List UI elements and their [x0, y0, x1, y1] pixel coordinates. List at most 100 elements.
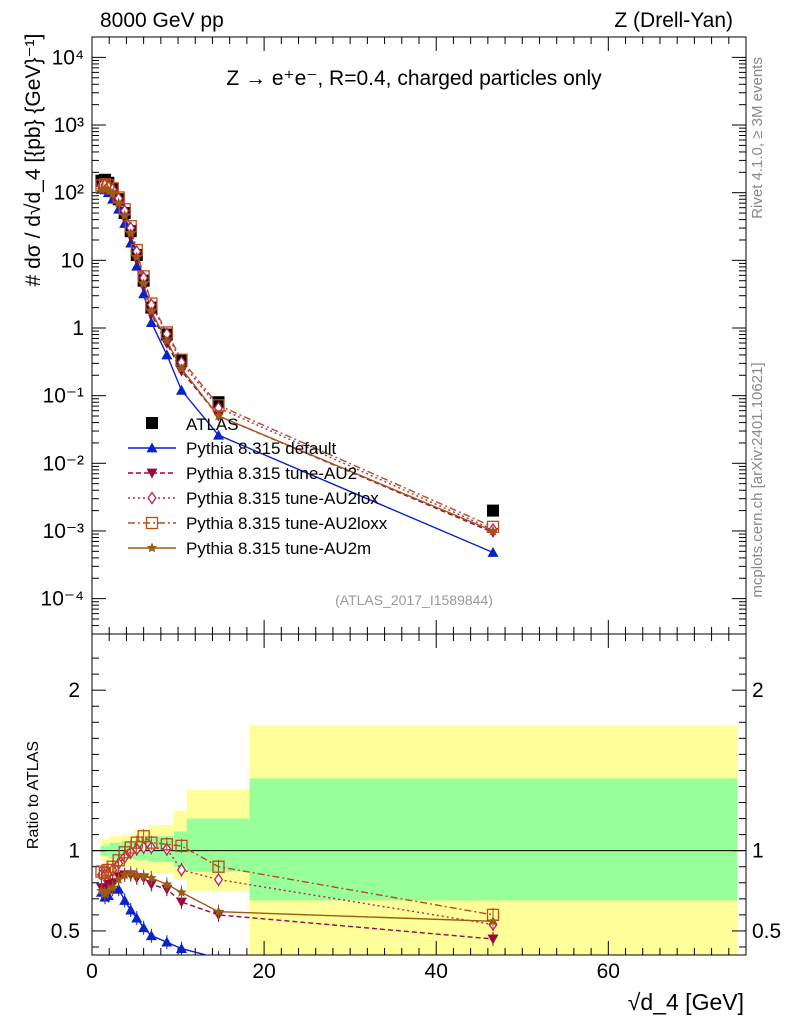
marker-triangle-down — [125, 231, 137, 242]
legend-item-series: Pythia 8.315 tune-AU2loxx — [128, 514, 388, 533]
marker-star — [213, 410, 224, 421]
marker-star — [138, 278, 149, 289]
marker-triangle-up — [175, 384, 187, 395]
series-line — [101, 183, 494, 528]
marker-square — [160, 838, 174, 851]
marker-triangle-up — [138, 922, 150, 933]
marker-square — [137, 830, 150, 843]
marker-triangle-up — [488, 967, 499, 977]
marker-triangle-up — [145, 930, 157, 941]
marker-triangle-up — [138, 288, 150, 299]
main-y-axis-label: # dσ / d√d_4 [{pb} {GeV}⁻¹] — [22, 34, 45, 287]
marker-star — [146, 872, 157, 883]
legend-item-series: Pythia 8.315 tune-AU2 — [128, 464, 357, 483]
legend-label: Pythia 8.315 tune-AU2m — [186, 539, 371, 558]
marker-triangle-down — [175, 897, 187, 908]
legend-label: Pythia 8.315 tune-AU2 — [186, 464, 357, 483]
marker-star — [99, 888, 111, 899]
marker-triangle-up — [131, 912, 143, 923]
header-right: Z (Drell-Yan) — [614, 9, 733, 32]
marker-star — [119, 210, 130, 220]
marker-diamond — [176, 863, 187, 877]
marker-triangle-up — [119, 894, 131, 905]
header-left: 8000 GeV pp — [100, 9, 224, 32]
marker-star — [176, 363, 187, 374]
ratio-series — [95, 829, 500, 977]
main-y-ticks — [92, 36, 746, 635]
marker-star — [107, 882, 118, 892]
marker-square-filled — [146, 417, 158, 429]
x-ticks — [91, 37, 747, 955]
legend-label: Pythia 8.315 tune-AU2lox — [186, 489, 379, 508]
marker-star — [113, 874, 124, 884]
plot-title: Z → e⁺e⁻, R=0.4, charged particles only — [226, 67, 602, 90]
main-series — [95, 173, 500, 557]
marker-square — [98, 866, 112, 880]
main-y-tick-label: 10⁻² — [43, 452, 84, 475]
marker-triangle-down — [145, 309, 157, 320]
marker-square — [175, 839, 188, 853]
marker-square-filled — [487, 504, 500, 517]
marker-triangle-up — [131, 260, 143, 271]
marker-diamond — [147, 491, 157, 505]
marker-triangle-up — [175, 943, 187, 953]
marker-star — [125, 867, 136, 878]
uncertainty-band-green — [249, 778, 738, 901]
marker-triangle-down — [161, 339, 173, 349]
marker-star — [146, 306, 157, 316]
ratio-y-tick-label: 1 — [68, 840, 80, 863]
marker-star — [487, 915, 499, 926]
legend-item-atlas: ATLAS — [146, 415, 239, 434]
x-tick-label: 0 — [86, 960, 98, 983]
marker-star — [138, 870, 149, 881]
legend-label: Pythia 8.315 tune-AU2loxx — [186, 514, 388, 533]
main-y-tick-label: 10³ — [54, 114, 84, 137]
marker-square — [102, 863, 115, 877]
legend-label: Pythia 8.315 default — [186, 439, 337, 458]
ratio-y-tick-label: 2 — [68, 679, 80, 702]
marker-star — [176, 886, 187, 897]
marker-triangle-down — [487, 934, 499, 945]
marker-star — [161, 878, 173, 889]
marker-triangle-down — [146, 468, 158, 479]
x-tick-label: 20 — [252, 960, 275, 983]
marker-triangle-up — [145, 317, 157, 328]
marker-triangle-up — [125, 904, 137, 915]
marker-triangle-up — [161, 936, 173, 947]
legend-item-series: Pythia 8.315 default — [128, 439, 337, 458]
rivet-version-label: Rivet 4.1.0, ≥ 3M events — [749, 57, 766, 219]
legend-label: ATLAS — [186, 415, 239, 434]
marker-triangle-up — [113, 883, 125, 894]
marker-star — [131, 869, 142, 880]
main-y-tick-label: 10⁴ — [52, 46, 84, 69]
legend: ATLAS Pythia 8.315 default Pythia 8.315 tu… — [128, 415, 388, 558]
ratio-y-tick-label-right: 0.5 — [752, 920, 781, 943]
mcplots-label: mcplots.cern.ch [arXiv:2401.10621] — [749, 362, 766, 597]
ratio-y-axis-label: Ratio to ATLAS — [25, 741, 42, 849]
marker-star — [119, 869, 130, 880]
analysis-tag: (ATLAS_2017_I1589844) — [335, 592, 493, 608]
marker-square — [212, 860, 225, 873]
ratio-y-tick-label: 0.5 — [51, 920, 80, 943]
marker-triangle-down — [175, 366, 187, 377]
legend-item-series: Pythia 8.315 tune-AU2m — [128, 539, 371, 558]
x-tick-label: 60 — [597, 960, 620, 983]
marker-triangle-up — [146, 442, 158, 453]
marker-triangle-down — [131, 255, 143, 265]
legend-item-series: Pythia 8.315 tune-AU2lox — [128, 489, 379, 508]
marker-square — [145, 516, 159, 530]
main-y-tick-label: 10⁻⁴ — [41, 588, 84, 611]
marker-star — [146, 542, 158, 553]
ratio-y-tick-label-right: 2 — [752, 679, 764, 702]
marker-star — [487, 525, 499, 536]
main-y-tick-label: 10² — [54, 182, 84, 205]
main-y-tick-label: 1 — [72, 317, 84, 340]
marker-triangle-up — [487, 547, 499, 557]
marker-diamond — [213, 872, 224, 887]
marker-triangle-up — [161, 349, 173, 360]
x-tick-label: 40 — [425, 960, 448, 983]
ratio-y-tick-label-right: 1 — [752, 840, 764, 863]
ratio-y-ticks — [92, 657, 746, 948]
marker-square — [130, 836, 143, 849]
